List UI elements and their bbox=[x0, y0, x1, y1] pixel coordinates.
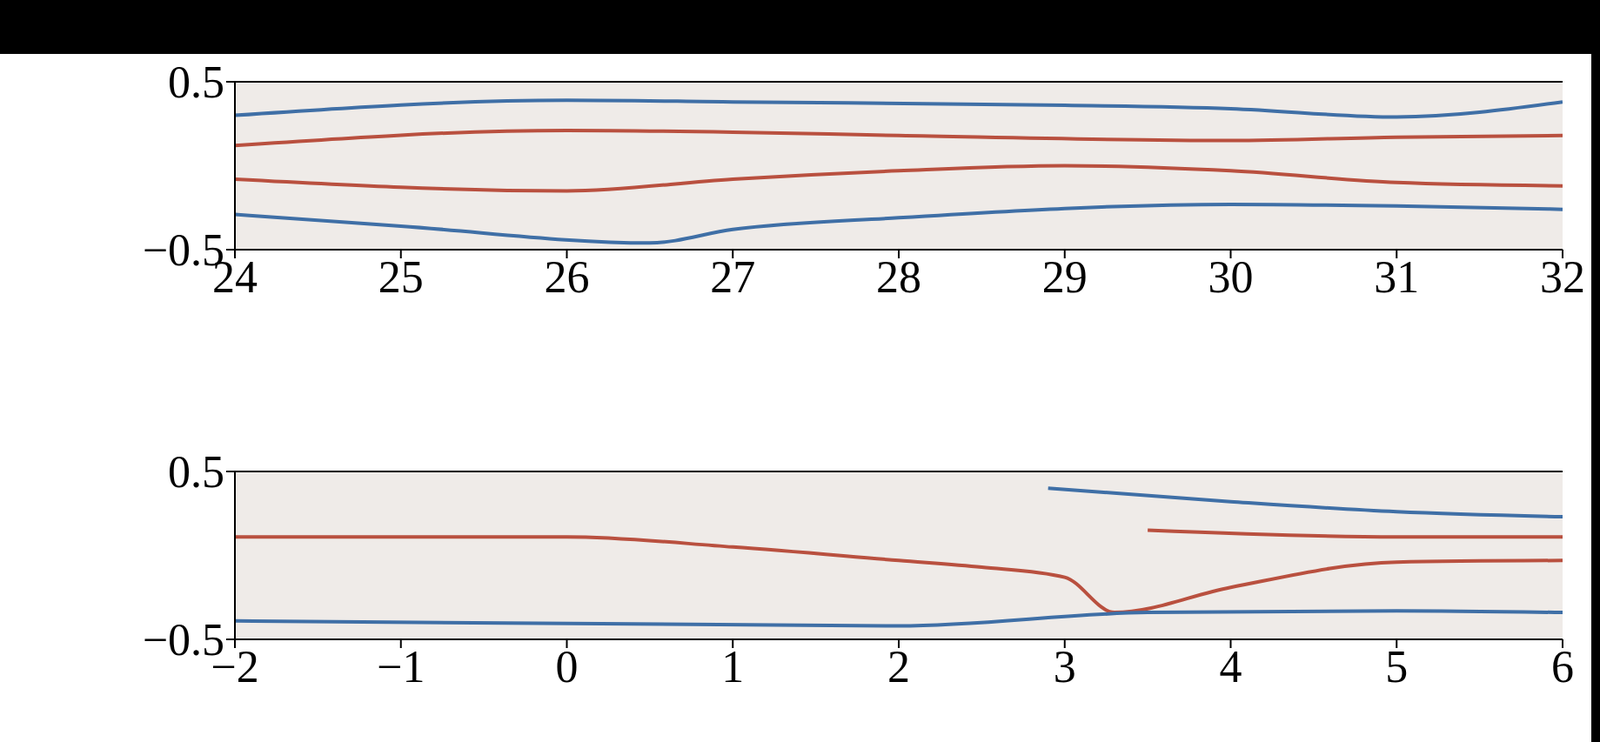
svg-text:27: 27 bbox=[709, 252, 756, 302]
svg-text:2: 2 bbox=[887, 642, 911, 692]
svg-text:25: 25 bbox=[378, 252, 424, 302]
svg-text:0: 0 bbox=[555, 642, 579, 692]
svg-text:5: 5 bbox=[1385, 642, 1408, 692]
svg-text:31: 31 bbox=[1373, 252, 1420, 302]
svg-text:32: 32 bbox=[1539, 252, 1586, 302]
svg-text:−1: −1 bbox=[376, 642, 425, 692]
svg-text:4: 4 bbox=[1219, 642, 1243, 692]
svg-text:30: 30 bbox=[1208, 252, 1254, 302]
svg-text:−0.5: −0.5 bbox=[142, 225, 225, 275]
svg-text:26: 26 bbox=[544, 252, 590, 302]
svg-text:28: 28 bbox=[876, 252, 922, 302]
svg-text:0.5: 0.5 bbox=[167, 57, 225, 108]
svg-text:29: 29 bbox=[1042, 252, 1088, 302]
svg-text:−2: −2 bbox=[210, 642, 260, 692]
svg-text:1: 1 bbox=[721, 642, 744, 692]
svg-text:0.5: 0.5 bbox=[167, 447, 225, 497]
svg-text:24: 24 bbox=[212, 252, 258, 302]
svg-text:−0.5: −0.5 bbox=[142, 615, 225, 665]
svg-text:3: 3 bbox=[1053, 642, 1077, 692]
svg-text:6: 6 bbox=[1551, 642, 1574, 692]
